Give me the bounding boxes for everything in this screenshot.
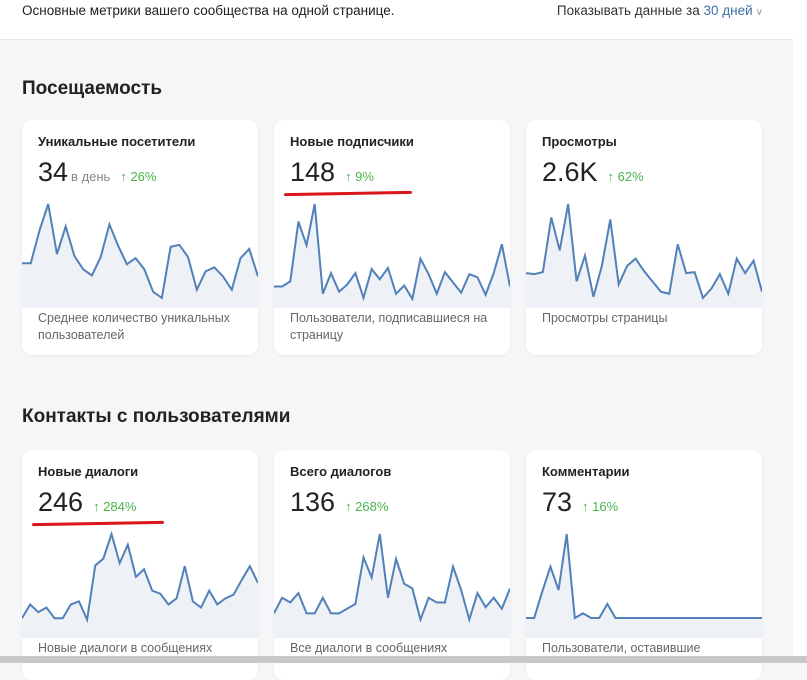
sparkline-area <box>526 204 762 308</box>
sparkline-chart <box>274 203 510 308</box>
metric-value-row: 246 ↑ 284% <box>38 487 136 518</box>
metric-value: 148 <box>290 157 336 187</box>
sparkline-chart <box>526 533 762 638</box>
metric-value: 246 <box>38 487 84 517</box>
metric-card[interactable]: Всего диалогов 136 ↑ 268% Все диалоги в с… <box>274 450 510 680</box>
metric-value: 136 <box>290 487 336 517</box>
sparkline-area <box>526 534 762 638</box>
metric-value-row: 136 ↑ 268% <box>290 487 388 518</box>
period-value: 30 дней <box>703 3 753 18</box>
metric-value-row: 73 ↑ 16% <box>542 487 618 518</box>
metric-value: 2.6K <box>542 157 598 187</box>
metric-card[interactable]: Просмотры 2.6K ↑ 62% Просмотры страницы <box>526 120 762 355</box>
sparkline-chart <box>22 530 258 638</box>
metric-delta: ↑ 62% <box>607 169 644 184</box>
metric-description: Все диалоги в сообщениях <box>290 641 448 655</box>
period-label: Показывать данные за <box>556 3 700 18</box>
section-title-contacts: Контакты с пользователями <box>22 406 291 427</box>
metric-description: Пользователи, оставившие <box>542 641 701 655</box>
metric-card[interactable]: Новые подписчики 148 ↑ 9% Пользователи, п… <box>274 120 510 355</box>
metric-card[interactable]: Новые диалоги 246 ↑ 284% Новые диалоги в … <box>22 450 258 680</box>
sparkline-area <box>274 534 510 638</box>
metric-description: Среднее количество уникальных пользовате… <box>38 311 230 342</box>
metric-value: 73 <box>542 487 573 517</box>
page-header: Основные метрики вашего сообщества на од… <box>0 0 793 40</box>
metric-card[interactable]: Уникальные посетители 34 в день ↑ 26% Сред… <box>22 120 258 355</box>
metric-description: Просмотры страницы <box>542 311 668 325</box>
metric-title: Всего диалогов <box>290 464 392 479</box>
metric-delta: ↑ 26% <box>120 169 157 184</box>
sparkline-line <box>22 203 258 300</box>
metric-title: Новые подписчики <box>290 134 414 149</box>
sparkline-chart <box>22 203 258 308</box>
metric-value-row: 2.6K ↑ 62% <box>542 157 644 188</box>
metric-title: Уникальные посетители <box>38 134 196 149</box>
metric-delta: ↑ 16% <box>582 499 619 514</box>
sparkline-line <box>274 533 510 624</box>
scrollbar[interactable] <box>793 0 807 663</box>
metric-title: Новые диалоги <box>38 464 139 479</box>
metric-description: Пользователи, подписавшиеся на страницу <box>290 311 488 342</box>
metric-delta: ↑ 9% <box>345 169 374 184</box>
metric-delta: ↑ 268% <box>345 499 389 514</box>
sparkline-chart <box>274 533 510 638</box>
sparkline-area <box>22 534 258 638</box>
metric-title: Комментарии <box>542 464 630 479</box>
sparkline-area <box>274 204 510 308</box>
sparkline-line <box>274 203 510 302</box>
metric-value-row: 148 ↑ 9% <box>290 157 374 188</box>
period-selector[interactable]: Показывать данные за 30 дней ∨ <box>557 3 763 18</box>
sparkline-area <box>22 204 258 308</box>
metric-value: 34 <box>38 157 69 187</box>
sparkline-line <box>526 533 762 620</box>
sparkline-line <box>22 530 258 624</box>
metric-card[interactable]: Комментарии 73 ↑ 16% Пользователи, остави… <box>526 450 762 680</box>
metric-unit: в день <box>71 169 111 184</box>
chevron-down-icon: ∨ <box>755 7 763 18</box>
metric-value-row: 34 в день ↑ 26% <box>38 157 156 188</box>
metric-delta: ↑ 284% <box>93 499 137 514</box>
metric-title: Просмотры <box>542 134 617 149</box>
sparkline-line <box>526 203 762 300</box>
page-subtitle: Основные метрики вашего сообщества на од… <box>22 3 395 18</box>
bottom-bar <box>0 656 807 663</box>
section-title-attendance: Посещаемость <box>22 78 163 99</box>
metric-description: Новые диалоги в сообщениях <box>38 641 213 655</box>
sparkline-chart <box>526 203 762 308</box>
